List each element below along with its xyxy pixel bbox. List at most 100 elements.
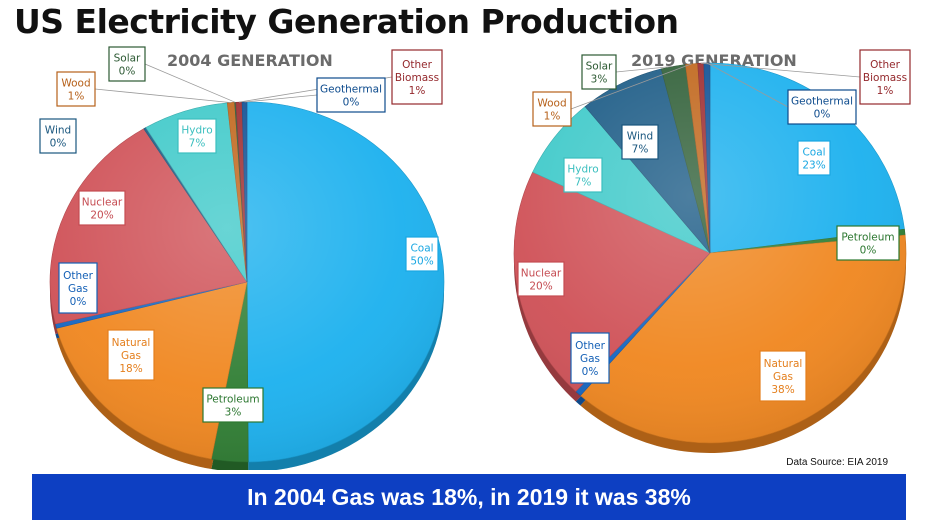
label-text: 0% [119,66,136,78]
chart-title-2004: 2004 GENERATION [167,51,333,70]
label-box [787,89,857,125]
label-text: 50% [410,256,433,268]
label-text: 1% [544,111,561,123]
label-text: Geothermal [320,84,382,96]
label-text: Wood [537,98,566,110]
label-text: Petroleum [206,394,259,406]
leader-line [700,62,861,78]
leader-line [94,88,231,103]
data-source-note: Data Source: EIA 2019 [786,457,888,468]
leader-line [144,63,236,103]
label-text: 7% [189,138,206,150]
label-box [405,236,439,272]
label-text: Wood [61,78,90,90]
label-text: Biomass [863,72,907,84]
label-text: 0% [860,245,877,257]
label-text: Gas [68,283,88,295]
label-box [78,190,126,226]
label-box [563,157,603,193]
label-text: 38% [771,384,794,396]
label-text: Wind [45,125,71,137]
label-text: Other [63,270,93,282]
label-text: 0% [814,109,831,121]
label-text: 1% [877,85,894,97]
label-text: 20% [90,210,113,222]
label-text: Biomass [395,72,439,84]
label-box [532,91,572,127]
label-box [859,49,911,105]
label-text: Nuclear [521,268,562,280]
label-text: Gas [121,350,141,362]
label-text: Gas [773,371,793,383]
label-box [391,49,443,105]
label-text: 0% [70,296,87,308]
leader-line [570,63,692,110]
label-text: 3% [225,407,242,419]
label-text: 0% [50,138,67,150]
leader-line [615,65,674,73]
label-box [108,46,146,82]
label-text: Hydro [567,164,598,176]
chart-title-2019: 2019 GENERATION [631,51,797,70]
label-text: 0% [343,97,360,109]
label-text: 20% [529,281,552,293]
label-box [797,140,831,176]
label-text: Gas [580,353,600,365]
label-text: Solar [114,53,141,65]
label-box [39,118,77,154]
label-text: Coal [802,147,825,159]
label-text: Hydro [181,125,212,137]
label-text: Wind [627,131,653,143]
leader-line [706,62,789,108]
label-text: 23% [802,160,825,172]
label-text: 7% [575,177,592,189]
label-box [517,261,565,297]
leader-line [244,94,318,103]
label-text: 3% [591,74,608,86]
label-box [107,329,155,381]
label-box [177,118,217,154]
label-box [202,387,264,423]
page-title: US Electricity Generation Production [14,2,679,41]
label-box [570,332,610,384]
label-box [56,71,96,107]
label-text: Natural [764,358,803,370]
label-box [759,350,807,402]
label-text: Other [870,59,900,71]
label-box [581,54,617,90]
label-text: Coal [410,243,433,255]
label-box [316,77,386,113]
label-text: 7% [632,144,649,156]
label-text: Natural [112,337,151,349]
label-box [58,262,98,314]
label-text: 1% [68,91,85,103]
summary-banner: In 2004 Gas was 18%, in 2019 it was 38% [32,474,906,520]
label-text: Other [575,340,605,352]
label-text: 1% [409,85,426,97]
pie-charts: 2004 GENERATION 2019 GENERATION Coal50%P… [39,46,911,470]
label-text: Other [402,59,432,71]
label-text: 0% [582,366,599,378]
label-text: Geothermal [791,96,853,108]
